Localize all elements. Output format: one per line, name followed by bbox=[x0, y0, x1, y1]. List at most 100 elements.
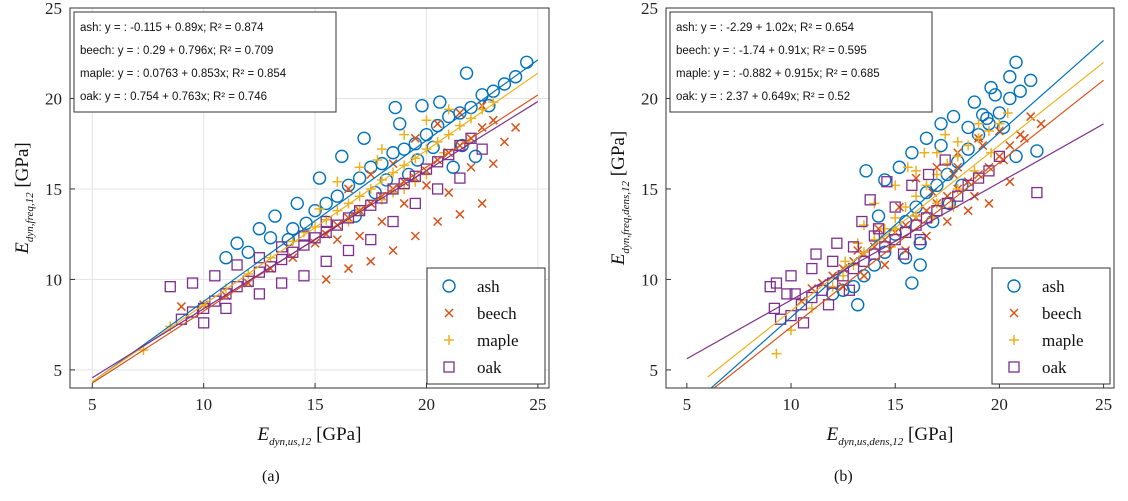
ash-point bbox=[433, 95, 447, 109]
ash-point bbox=[1013, 84, 1027, 98]
legend-marker-oak bbox=[1008, 361, 1020, 373]
oak-point bbox=[320, 215, 332, 228]
beech-point bbox=[455, 209, 465, 219]
ash-point bbox=[341, 178, 356, 193]
ash-point bbox=[934, 117, 948, 131]
chart-panel-b: 5 10 15 20 25 5 10 15 20 25 ash: y = : -2.29 + 1.0… bbox=[564, 0, 1128, 501]
ash-point bbox=[976, 108, 990, 122]
oak-point bbox=[931, 205, 943, 217]
beech-point bbox=[477, 198, 487, 208]
legend-label-ash: ash bbox=[477, 277, 500, 296]
ash-point bbox=[415, 99, 429, 113]
oak-point bbox=[847, 241, 860, 253]
ash-point bbox=[290, 196, 304, 211]
legend-marker-maple bbox=[444, 335, 454, 345]
ash-point bbox=[241, 245, 255, 259]
beech-point bbox=[410, 231, 420, 241]
maple-point bbox=[287, 236, 298, 247]
x-tick-label: 15 bbox=[887, 395, 904, 414]
oak-point bbox=[409, 197, 421, 210]
oak-point bbox=[993, 150, 1006, 163]
ash-point bbox=[930, 178, 944, 193]
beech-point bbox=[366, 256, 376, 266]
ash-point bbox=[393, 117, 407, 131]
maple-point bbox=[952, 183, 963, 194]
maple-point bbox=[466, 113, 477, 124]
beech-point bbox=[953, 162, 963, 172]
ash-point bbox=[455, 138, 469, 153]
ash-point bbox=[984, 80, 998, 95]
ash-point bbox=[475, 88, 489, 102]
oak-point bbox=[298, 239, 310, 251]
oak-point bbox=[264, 261, 277, 273]
maple-point bbox=[421, 144, 432, 155]
ash-point bbox=[988, 88, 1002, 102]
oak-point bbox=[420, 163, 433, 175]
ash-point bbox=[268, 209, 282, 223]
beech-point bbox=[1026, 112, 1036, 122]
oak-point bbox=[242, 275, 254, 287]
ash-fit-line bbox=[710, 39, 1104, 388]
scatter-plot-b: 5 10 15 20 25 5 10 15 20 25 ash: y = : -2.29 + 1.0… bbox=[608, 0, 1115, 448]
beech-point bbox=[1005, 177, 1015, 187]
equation-text: oak: y = : 2.37 + 0.649x; R² = 0.52 bbox=[676, 91, 850, 103]
beech-point bbox=[1005, 140, 1015, 151]
oak-point bbox=[353, 205, 366, 217]
oak-point bbox=[770, 277, 783, 289]
ash-point bbox=[1030, 144, 1044, 158]
oak-point bbox=[879, 241, 891, 253]
legend-marker-ash bbox=[1007, 279, 1021, 293]
maple-point bbox=[421, 115, 432, 126]
oak-point bbox=[443, 148, 455, 161]
oak-point bbox=[454, 172, 466, 184]
oak-point bbox=[785, 270, 797, 282]
plot-area bbox=[91, 55, 539, 384]
oak-point bbox=[768, 302, 781, 315]
ash-point bbox=[980, 111, 994, 126]
maple-point bbox=[952, 136, 963, 147]
ash-point bbox=[520, 55, 534, 69]
beech-point bbox=[466, 162, 476, 172]
beech-point bbox=[853, 245, 863, 256]
ash-point bbox=[330, 189, 345, 203]
equation-text: oak: y = : 0.754 + 0.763x; R² = 0.746 bbox=[80, 91, 267, 103]
ash-point bbox=[846, 279, 861, 294]
x-tick-label: 15 bbox=[307, 395, 324, 414]
y-tick-label: 20 bbox=[45, 89, 62, 108]
oak-point bbox=[342, 244, 355, 257]
oak-point bbox=[320, 255, 332, 267]
oak-point bbox=[781, 288, 793, 300]
maple-point bbox=[443, 104, 454, 115]
ash-point bbox=[312, 171, 327, 185]
ash-point bbox=[219, 251, 233, 265]
maple-point bbox=[931, 147, 942, 158]
oak-point bbox=[881, 176, 893, 188]
maple-fit-line bbox=[707, 61, 1104, 378]
ash-point bbox=[851, 298, 865, 312]
oak-point bbox=[920, 212, 933, 224]
maple-point bbox=[921, 180, 932, 191]
oak-point bbox=[822, 299, 835, 311]
beech-point bbox=[511, 122, 521, 132]
oak-point bbox=[387, 183, 399, 195]
legend-label-oak: oak bbox=[477, 358, 502, 377]
ash-point bbox=[996, 120, 1011, 135]
maple-point bbox=[838, 270, 849, 281]
ash-point bbox=[1009, 149, 1023, 164]
y-tick-label: 25 bbox=[45, 0, 62, 18]
maple-point bbox=[388, 167, 399, 178]
beech-point bbox=[455, 108, 465, 118]
oak-point bbox=[914, 233, 926, 246]
ash-point bbox=[913, 236, 927, 250]
equation-text: maple: y = : 0.0763 + 0.853x; R² = 0.854 bbox=[80, 68, 287, 80]
ash-point bbox=[905, 276, 919, 290]
maple-point bbox=[994, 118, 1005, 129]
beech-point bbox=[444, 188, 454, 198]
legend-label-beech: beech bbox=[1042, 304, 1082, 323]
oak-point bbox=[827, 255, 839, 267]
axes-frame bbox=[69, 7, 550, 389]
ash-point bbox=[335, 149, 349, 164]
ash-point bbox=[263, 231, 278, 245]
maple-point bbox=[919, 147, 930, 158]
maple-point bbox=[852, 238, 863, 249]
